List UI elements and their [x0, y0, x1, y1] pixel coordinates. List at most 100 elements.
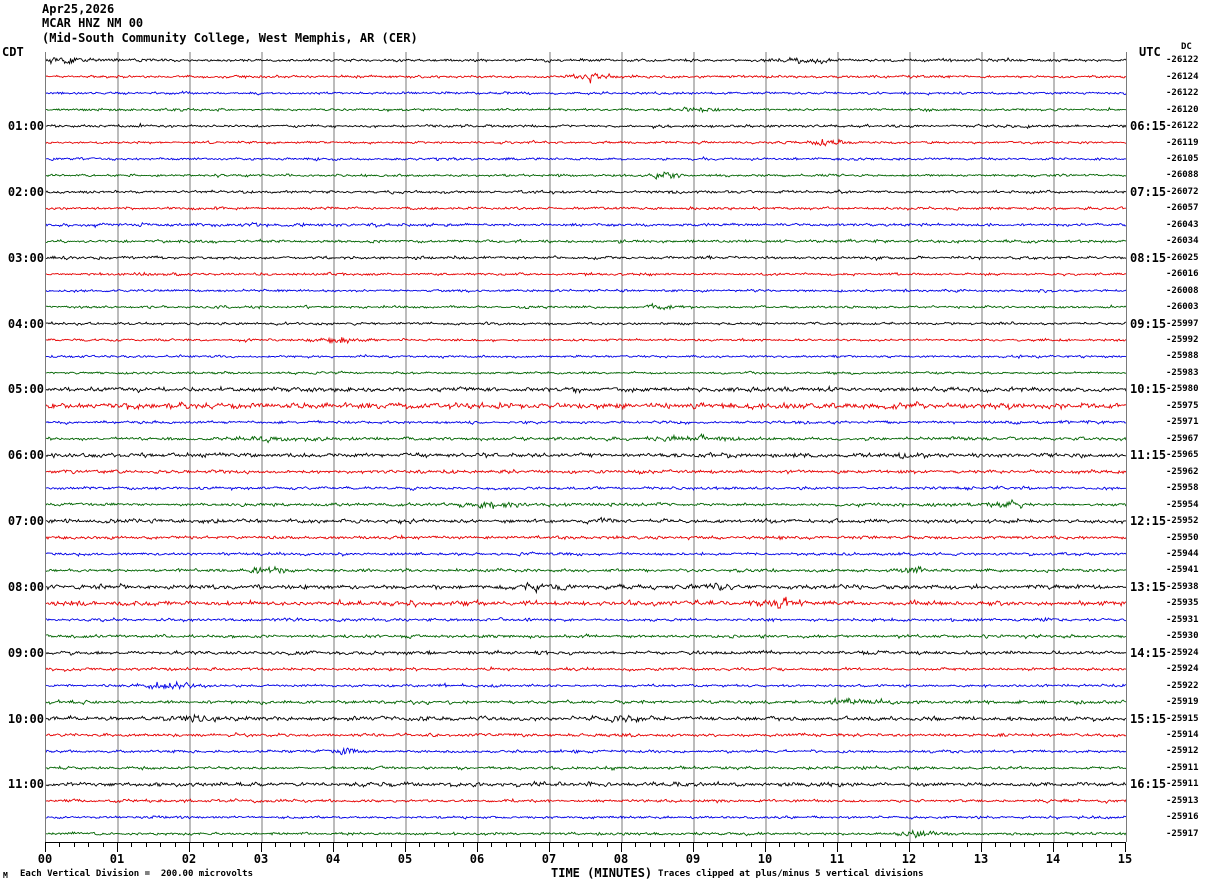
x-tick-minor	[736, 842, 738, 847]
x-tick-minor	[289, 842, 291, 847]
x-tick-minor	[232, 842, 234, 847]
dc-offset-value: -26120	[1166, 104, 1199, 115]
trace-row	[46, 765, 1126, 772]
trace-row	[46, 302, 1126, 311]
trace-row	[46, 565, 1126, 575]
right-hour-label: 12:15	[1130, 514, 1167, 529]
trace-row	[46, 484, 1126, 492]
dc-offset-value: -25938	[1166, 581, 1199, 592]
x-tick-minor	[174, 842, 176, 847]
x-tick-major	[261, 842, 262, 852]
x-tick-label: 09	[685, 852, 701, 866]
dc-offset-value: -25975	[1166, 400, 1199, 411]
x-tick-minor	[462, 842, 464, 847]
right-hour-label: 14:15	[1130, 645, 1167, 660]
trace-row	[46, 581, 1126, 595]
x-tick-minor	[160, 842, 162, 847]
x-tick-label: 06	[469, 852, 485, 866]
footer-scale-note: Each Vertical Division = 200.00 microvol…	[20, 869, 253, 879]
x-tick-label: 14	[1045, 852, 1061, 866]
trace-row	[46, 551, 1126, 557]
dc-offset-value: -26122	[1166, 121, 1199, 132]
left-hour-label: 07:00	[7, 514, 44, 529]
x-tick-minor	[59, 842, 61, 847]
x-tick-label: 01	[109, 852, 125, 866]
x-tick-major	[333, 842, 334, 852]
x-tick-minor	[822, 842, 824, 847]
x-tick-minor	[1096, 842, 1098, 847]
trace-row	[46, 780, 1126, 788]
dc-offset-value: -26122	[1166, 88, 1199, 99]
x-tick-label: 11	[829, 852, 845, 866]
x-tick-major	[693, 842, 694, 852]
x-tick-minor	[880, 842, 882, 847]
right-hour-label: 10:15	[1130, 382, 1167, 397]
trace-row	[46, 138, 1126, 147]
x-axis-title: TIME (MINUTES)	[551, 866, 653, 880]
dc-offset-value: -25971	[1166, 417, 1199, 428]
x-tick-minor	[1081, 842, 1083, 847]
dc-offset-value: -25919	[1166, 697, 1199, 708]
trace-row	[46, 815, 1126, 821]
x-tick-minor	[721, 842, 723, 847]
left-hour-label: 05:00	[7, 382, 44, 397]
dc-offset-value: -25967	[1166, 433, 1199, 444]
x-tick-label: 05	[397, 852, 413, 866]
dc-offset-value: -25941	[1166, 565, 1199, 576]
trace-row	[46, 72, 1126, 84]
header-site: (Mid-South Community College, West Memph…	[42, 31, 418, 45]
footer-clip-note: Traces clipped at plus/minus 5 vertical …	[658, 869, 924, 879]
right-hour-label: 15:15	[1130, 711, 1167, 726]
x-tick-minor	[995, 842, 997, 847]
x-tick-minor	[203, 842, 205, 847]
trace-row	[46, 271, 1126, 277]
x-tick-label: 13	[973, 852, 989, 866]
x-tick-major	[189, 842, 190, 852]
dc-offset-value: -26105	[1166, 153, 1199, 164]
x-tick-minor	[937, 842, 939, 847]
corner-mark: M	[3, 871, 8, 880]
right-hour-label: 11:15	[1130, 448, 1167, 463]
x-tick-minor	[649, 842, 651, 847]
right-timezone-label: UTC	[1139, 45, 1161, 59]
trace-row	[46, 732, 1126, 738]
x-tick-minor	[246, 842, 248, 847]
right-hour-label: 06:15	[1130, 119, 1167, 134]
trace-row	[46, 746, 1126, 756]
trace-row	[46, 680, 1126, 691]
left-hour-label: 08:00	[7, 579, 44, 594]
trace-row	[46, 451, 1126, 460]
header-date: Apr25,2026	[42, 2, 115, 16]
x-tick-major	[765, 842, 766, 852]
x-tick-minor	[304, 842, 306, 847]
trace-row	[46, 254, 1126, 262]
trace-row	[46, 238, 1126, 245]
left-hour-label: 01:00	[7, 119, 44, 134]
x-tick-major	[981, 842, 982, 852]
x-tick-minor	[419, 842, 421, 847]
x-tick-label: 12	[901, 852, 917, 866]
x-tick-minor	[678, 842, 680, 847]
trace-row	[46, 321, 1126, 326]
dc-offset-value: -25954	[1166, 499, 1199, 510]
trace-row	[46, 797, 1126, 805]
right-hour-label: 07:15	[1130, 184, 1167, 199]
x-tick-minor	[606, 842, 608, 847]
x-tick-label: 08	[613, 852, 629, 866]
x-tick-minor	[779, 842, 781, 847]
dc-offset-value: -26124	[1166, 71, 1199, 82]
x-tick-minor	[851, 842, 853, 847]
x-axis-line	[45, 842, 1126, 843]
dc-offset-value: -26003	[1166, 302, 1199, 313]
left-hour-label: 09:00	[7, 645, 44, 660]
x-tick-minor	[347, 842, 349, 847]
dc-offset-value: -25980	[1166, 384, 1199, 395]
x-tick-minor	[73, 842, 75, 847]
trace-row	[46, 56, 1126, 66]
trace-row	[46, 288, 1126, 294]
left-hour-label: 04:00	[7, 316, 44, 331]
x-tick-minor	[1038, 842, 1040, 847]
trace-row	[46, 696, 1126, 706]
trace-row	[46, 829, 1126, 839]
